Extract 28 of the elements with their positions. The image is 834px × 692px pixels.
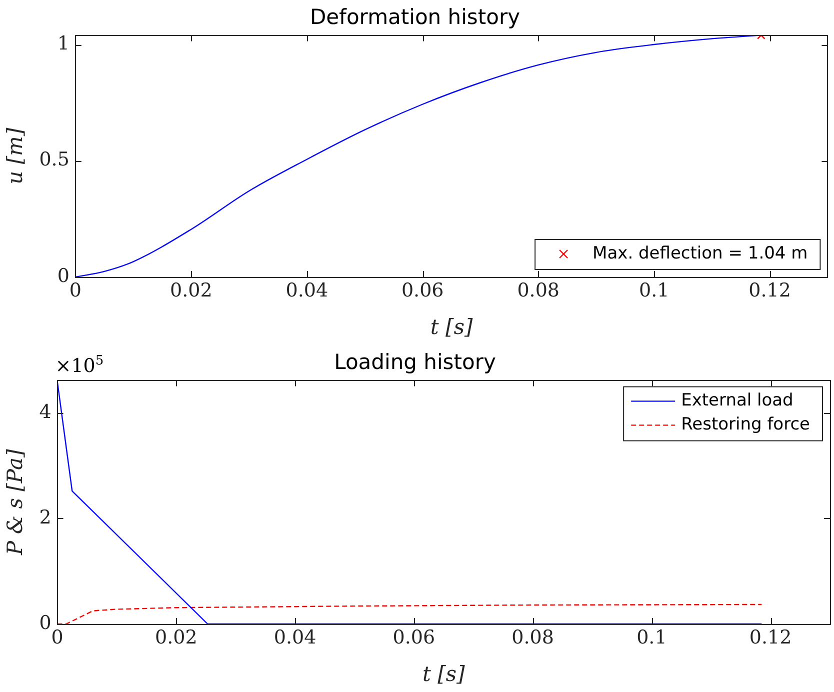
- x-axis-title: t [s]: [430, 314, 474, 339]
- chart-title: Loading history: [334, 350, 496, 374]
- line-series: [57, 604, 762, 624]
- x-tick-label: 0.04: [286, 279, 328, 302]
- x-tick-label: 0.02: [170, 279, 212, 302]
- x-tick-label: 0.12: [748, 279, 791, 302]
- x-tick-label: 0.04: [274, 626, 316, 648]
- y-tick-label: 0: [39, 612, 52, 634]
- legend-label: External load: [681, 390, 794, 411]
- legend-label: Restoring force: [681, 414, 810, 435]
- legend-label: Max. deflection = 1.04 m: [592, 243, 808, 264]
- y-tick-label: 2: [39, 506, 52, 528]
- y-axis-title: P & s [Pa]: [3, 448, 28, 556]
- y-axis-title: u [m]: [3, 127, 28, 184]
- y-tick-label: 0.5: [39, 148, 70, 171]
- y-tick-label: 0: [57, 264, 70, 287]
- x-tick-label: 0.06: [392, 626, 436, 648]
- x-tick-label: 0.1: [638, 279, 670, 302]
- x-tick-label: 0.02: [155, 626, 198, 648]
- chart-title: Deformation history: [310, 5, 520, 30]
- y-tick-label: 4: [39, 400, 52, 423]
- x-axis-title: t [s]: [422, 662, 466, 686]
- x-tick-label: 0.08: [517, 279, 560, 302]
- x-tick-label: 0.06: [401, 279, 444, 302]
- y-tick-label: 1: [57, 32, 70, 54]
- x-tick-label: 0.1: [636, 626, 667, 648]
- x-tick-label: 0.12: [749, 626, 792, 648]
- x-tick-label: 0.08: [512, 626, 554, 648]
